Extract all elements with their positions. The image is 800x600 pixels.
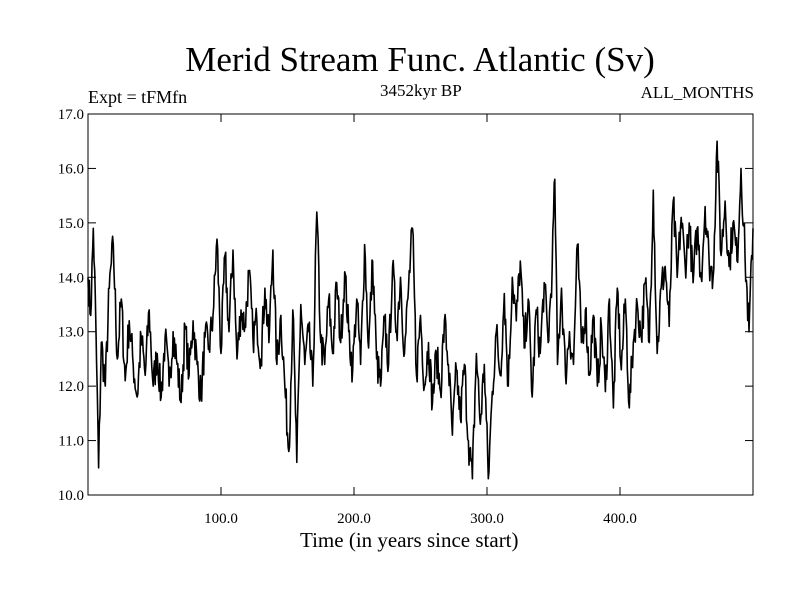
y-axis: 10.0 11.0 12.0 13.0 14.0 15.0 16.0 17.0: [58, 107, 753, 504]
y-tick-label: 12.0: [58, 379, 84, 395]
y-tick-label: 10.0: [58, 488, 84, 504]
experiment-label: Expt = tFMfn: [88, 87, 188, 107]
months-label: ALL_MONTHS: [640, 83, 754, 102]
series-group: [87, 140, 754, 480]
x-tick-label: 100.0: [204, 511, 238, 527]
y-tick-label: 16.0: [58, 161, 84, 177]
plot-frame: [87, 113, 754, 496]
x-tick-label: 300.0: [470, 511, 504, 527]
chart-title: Merid Stream Func. Atlantic (Sv): [185, 40, 655, 79]
x-tick-label: 400.0: [603, 511, 637, 527]
x-axis: 100.0 200.0 300.0 400.0: [204, 114, 637, 527]
y-tick-label: 17.0: [58, 107, 84, 123]
chart-subtitle: 3452kyr BP: [380, 81, 462, 100]
y-tick-label: 15.0: [58, 216, 84, 232]
x-axis-label: Time (in years since start): [300, 528, 519, 552]
y-tick-label: 14.0: [58, 270, 84, 286]
series-line: [87, 140, 754, 480]
x-tick-label: 200.0: [337, 511, 371, 527]
y-tick-label: 11.0: [58, 434, 84, 450]
y-tick-label: 13.0: [58, 325, 84, 341]
